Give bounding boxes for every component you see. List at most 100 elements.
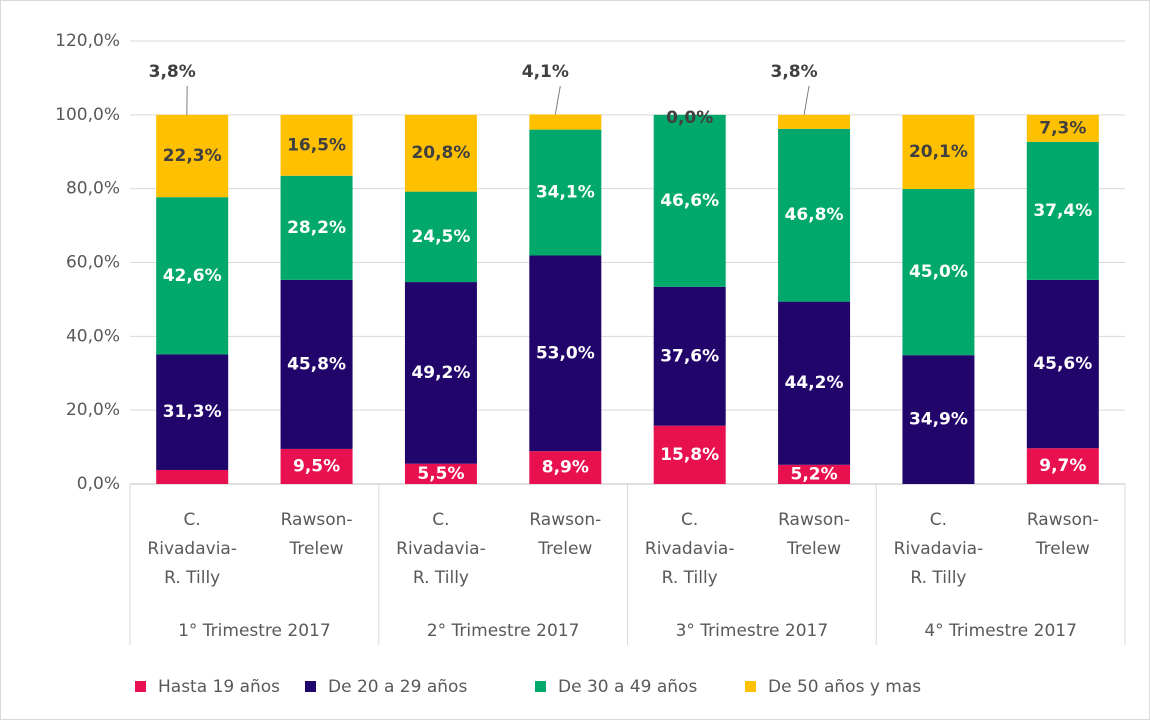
bar-segment — [778, 301, 851, 465]
data-label: 45,0% — [909, 262, 968, 282]
data-label: 42,6% — [163, 266, 222, 286]
bar-segment — [653, 286, 726, 426]
x-tick-label: Rawson- — [529, 510, 601, 530]
bar-segment — [778, 464, 851, 484]
data-label: 9,5% — [293, 456, 340, 476]
x-tick-label: C. — [432, 510, 449, 530]
leader-line — [803, 85, 810, 115]
data-label: 9,7% — [1039, 456, 1086, 476]
bar-segment — [529, 255, 602, 452]
y-tick-label: 100,0% — [55, 105, 120, 125]
x-tick-label: Rivadavia- — [396, 539, 486, 559]
bar-segment — [1026, 141, 1099, 280]
bar-segment — [902, 189, 975, 356]
bar-segment — [280, 114, 353, 176]
bar-segment — [280, 448, 353, 484]
legend-label: De 50 años y mas — [768, 677, 921, 697]
y-tick-label: 40,0% — [66, 326, 120, 346]
bar-segment — [404, 114, 477, 192]
x-tick-label: C. — [681, 510, 698, 530]
data-label: 46,6% — [660, 191, 719, 211]
x-tick-label: C. — [184, 510, 201, 530]
y-tick-label: 80,0% — [66, 179, 120, 199]
data-label: 45,6% — [1033, 354, 1092, 374]
bar-segment — [156, 469, 229, 484]
bar-segment — [1026, 448, 1099, 484]
data-label: 34,9% — [909, 410, 968, 430]
bar-segment — [653, 425, 726, 484]
legend-swatch — [305, 681, 316, 692]
group-label: 1° Trimestre 2017 — [178, 621, 331, 641]
bar-segment — [778, 128, 851, 302]
bar-segment — [778, 114, 851, 129]
data-label: 45,8% — [287, 354, 346, 374]
data-label: 37,4% — [1033, 201, 1092, 221]
data-label: 20,8% — [411, 143, 470, 163]
data-label: 28,2% — [287, 218, 346, 238]
x-tick-label: R. Tilly — [662, 568, 718, 588]
x-tick-label: Rawson- — [778, 510, 850, 530]
bar-segment — [529, 451, 602, 484]
data-label: 22,3% — [163, 146, 222, 166]
bar-segment — [156, 354, 229, 470]
x-tick-label: R. Tilly — [413, 568, 469, 588]
data-label: 3,8% — [149, 62, 196, 82]
y-tick-label: 60,0% — [66, 253, 120, 273]
x-tick-label: R. Tilly — [164, 568, 220, 588]
bar-segment — [280, 175, 353, 280]
x-tick-label: Rivadavia- — [147, 539, 237, 559]
data-label: 15,8% — [660, 445, 719, 465]
data-label: 7,3% — [1039, 118, 1086, 138]
data-label: 16,5% — [287, 135, 346, 155]
legend-swatch — [745, 681, 756, 692]
bar-segment — [529, 114, 602, 130]
bar-segment — [902, 355, 975, 484]
data-label: 4,1% — [522, 62, 569, 82]
x-tick-label: Trelew — [537, 539, 592, 559]
x-tick-label: Trelew — [1035, 539, 1090, 559]
data-label: 34,1% — [536, 183, 595, 203]
leader-line — [554, 85, 561, 115]
legend-label: De 20 a 29 años — [328, 677, 467, 697]
data-label: 5,5% — [417, 464, 464, 484]
legend-label: De 30 a 49 años — [558, 677, 697, 697]
x-tick-label: Trelew — [786, 539, 841, 559]
group-label: 2° Trimestre 2017 — [427, 621, 580, 641]
data-label: 37,6% — [660, 346, 719, 366]
data-label: 20,1% — [909, 142, 968, 162]
y-tick-label: 20,0% — [66, 400, 120, 420]
data-label: 24,5% — [411, 227, 470, 247]
x-tick-label: Rivadavia- — [645, 539, 735, 559]
data-label: 49,2% — [411, 363, 470, 383]
legend-label: Hasta 19 años — [158, 677, 280, 697]
x-tick-label: Rawson- — [281, 510, 353, 530]
data-label: 44,2% — [785, 373, 844, 393]
x-tick-label: Trelew — [289, 539, 344, 559]
data-label: 46,8% — [785, 205, 844, 225]
bar-segment — [1026, 114, 1099, 142]
legend-swatch — [135, 681, 146, 692]
bar-segment — [156, 114, 229, 198]
x-tick-label: Rawson- — [1027, 510, 1099, 530]
data-label: 31,3% — [163, 402, 222, 422]
x-tick-label: R. Tilly — [910, 568, 966, 588]
x-tick-label: Rivadavia- — [894, 539, 984, 559]
bar-segment — [404, 191, 477, 283]
legend-swatch — [535, 681, 546, 692]
group-label: 3° Trimestre 2017 — [676, 621, 829, 641]
data-label: 5,2% — [790, 464, 837, 484]
data-label: 0,0% — [666, 108, 713, 128]
data-label: 8,9% — [542, 458, 589, 478]
bar-segment — [529, 129, 602, 256]
x-tick-label: C. — [930, 510, 947, 530]
bar-segment — [280, 279, 353, 449]
bar-segment — [1026, 279, 1099, 449]
bar-segment — [156, 197, 229, 355]
data-label: 3,8% — [770, 62, 817, 82]
data-label: 53,0% — [536, 343, 595, 363]
y-tick-label: 120,0% — [55, 31, 120, 51]
bar-segment — [653, 114, 726, 287]
group-label: 4° Trimestre 2017 — [924, 621, 1077, 641]
bar-segment — [404, 463, 477, 484]
